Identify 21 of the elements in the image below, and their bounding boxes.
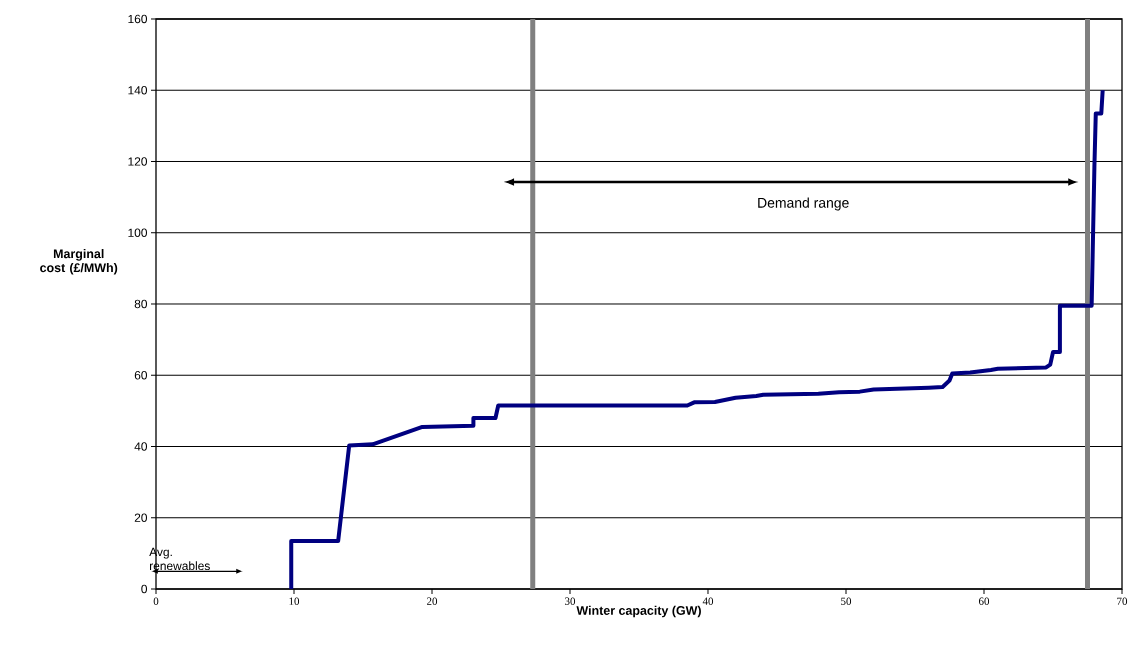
- x-axis-title: Winter capacity (GW): [576, 605, 701, 618]
- x-tick-label: 50: [841, 597, 852, 605]
- y-tick-label: 20: [134, 513, 148, 522]
- x-tick-label: 10: [289, 597, 300, 605]
- x-tick-label: 60: [978, 597, 990, 605]
- y-axis-title: Marginal cost (£/MWh): [40, 249, 118, 275]
- y-tick-label: 120: [128, 157, 148, 166]
- y-tick-label: 140: [128, 86, 148, 95]
- y-tick-label: 0: [141, 584, 148, 594]
- y-tick-label: 80: [134, 299, 148, 309]
- y-tick-label: 60: [134, 371, 148, 380]
- x-tick-label: 40: [702, 597, 714, 605]
- y-tick-label: 160: [128, 14, 148, 24]
- x-tick-label: 20: [427, 597, 438, 605]
- x-tick-label: 30: [565, 597, 576, 605]
- y-tick-label: 100: [128, 228, 148, 237]
- y-tick-label: 40: [134, 442, 148, 451]
- line-series: [289, 88, 1105, 591]
- x-tick-label: 70: [1117, 597, 1128, 605]
- x-tick-label: 0: [153, 597, 159, 605]
- annotation: Demand range: [758, 197, 849, 211]
